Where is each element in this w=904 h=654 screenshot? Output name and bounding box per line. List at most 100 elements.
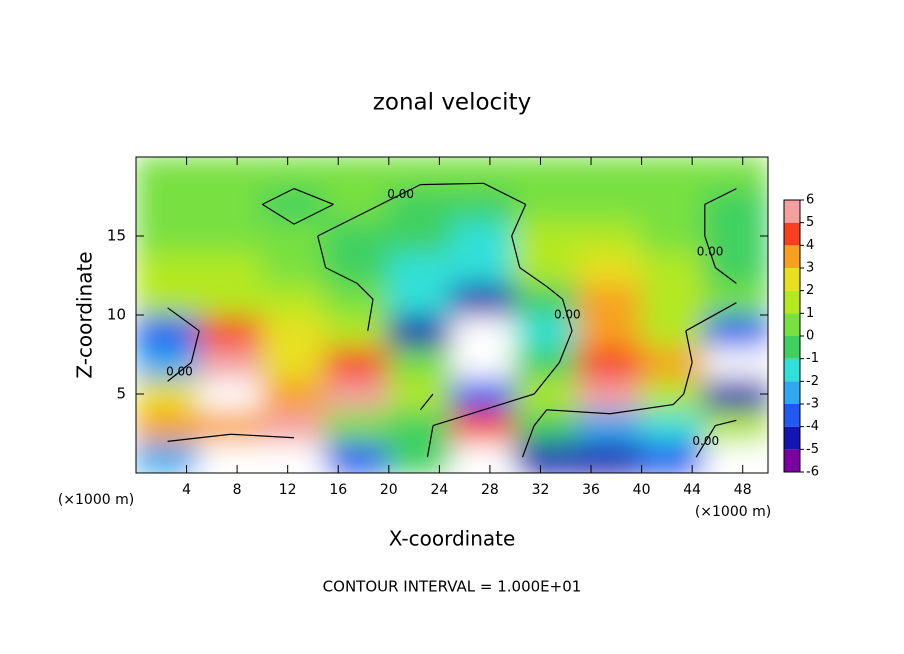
colorbar-tick-label: -6 <box>806 465 819 480</box>
colorbar-swatch <box>784 222 800 246</box>
cell <box>640 408 706 443</box>
cell <box>261 157 327 190</box>
cell <box>198 314 264 348</box>
x-tick-label: 40 <box>633 482 651 498</box>
contour-line <box>190 330 200 363</box>
y-tick-label: 5 <box>116 385 126 403</box>
contour-line <box>715 419 737 427</box>
cell <box>387 377 453 411</box>
contour-line <box>695 425 716 458</box>
cell <box>577 187 643 222</box>
field <box>136 157 768 473</box>
x-tick-label: 12 <box>279 482 297 498</box>
cell <box>136 157 201 190</box>
colorbar-tick-label: -1 <box>806 351 819 366</box>
colorbar-tick-label: -5 <box>806 442 819 457</box>
contour-line <box>704 235 716 268</box>
x-unit-label: (×1000 m) <box>58 492 134 508</box>
cell <box>640 314 706 348</box>
cell <box>451 187 517 222</box>
cell <box>198 219 264 253</box>
x-tick-label: 44 <box>683 482 701 498</box>
cell <box>703 377 768 411</box>
cell <box>261 250 327 285</box>
colorbar-swatch <box>784 200 800 223</box>
contour-line <box>609 403 674 415</box>
cell <box>261 187 327 222</box>
contour-line <box>167 433 231 442</box>
x-tick-label: 28 <box>481 482 499 498</box>
cell <box>387 408 453 443</box>
contour-line <box>546 286 563 300</box>
contour-line <box>533 409 548 426</box>
cell <box>451 440 517 473</box>
colorbar-swatch <box>784 426 800 450</box>
contour-line <box>317 235 327 268</box>
cell <box>640 377 706 411</box>
cell <box>451 282 517 316</box>
cell <box>198 187 264 222</box>
contour-line <box>419 393 434 411</box>
colorbar-swatch <box>784 313 800 336</box>
contours: 0.00 0.00 0.00 0.00 0.00 <box>166 182 737 458</box>
cell <box>703 250 768 285</box>
colorbar-tick-label: 4 <box>806 238 814 253</box>
contour-line <box>546 409 611 415</box>
colorbar-tick-label: 5 <box>806 215 814 230</box>
contour-line <box>521 425 535 458</box>
x-tick-label: 48 <box>734 482 752 498</box>
contour-line <box>546 362 560 379</box>
contour-label: 0.00 <box>554 308 581 322</box>
cell <box>577 408 643 443</box>
contour-line <box>230 433 295 439</box>
cell <box>324 314 390 348</box>
cell <box>324 377 390 411</box>
cell <box>514 282 580 316</box>
cell <box>640 219 706 253</box>
cell <box>324 282 390 316</box>
cell <box>324 440 390 473</box>
contour-line <box>317 215 358 237</box>
cell <box>198 440 264 473</box>
cell <box>198 282 264 316</box>
cell <box>703 282 768 316</box>
cell <box>703 314 768 348</box>
x-axis-label: X-coordinate <box>389 527 516 551</box>
cell <box>324 408 390 443</box>
cell <box>703 408 768 443</box>
contour-line <box>714 267 737 284</box>
cell <box>703 440 768 473</box>
cell <box>577 440 643 473</box>
contour-line <box>672 393 685 405</box>
cell <box>136 440 201 473</box>
cell <box>577 377 643 411</box>
cell <box>514 219 580 253</box>
cell <box>387 250 453 285</box>
cell <box>640 157 706 190</box>
contour-line <box>533 377 548 395</box>
cell <box>136 345 201 380</box>
contour-line <box>483 393 535 411</box>
cell <box>451 377 517 411</box>
contour-line <box>293 203 334 225</box>
cell <box>640 250 706 285</box>
cell <box>703 345 768 380</box>
cell <box>387 282 453 316</box>
cell <box>198 345 264 380</box>
cell <box>640 345 706 380</box>
contour-line <box>325 267 358 284</box>
cell <box>577 282 643 316</box>
colorbar-swatch <box>784 358 800 382</box>
cell <box>136 314 201 348</box>
contour-line <box>558 330 573 363</box>
contour-line <box>511 235 521 268</box>
cell <box>261 345 327 380</box>
colorbar-swatch <box>784 245 800 268</box>
x-tick-label: 36 <box>582 482 600 498</box>
colorbar-tick-label: 0 <box>806 329 814 344</box>
cell <box>577 345 643 380</box>
cell <box>451 314 517 348</box>
colorbar-tick-label: 6 <box>806 193 814 208</box>
y-tick-label: 10 <box>107 306 126 324</box>
